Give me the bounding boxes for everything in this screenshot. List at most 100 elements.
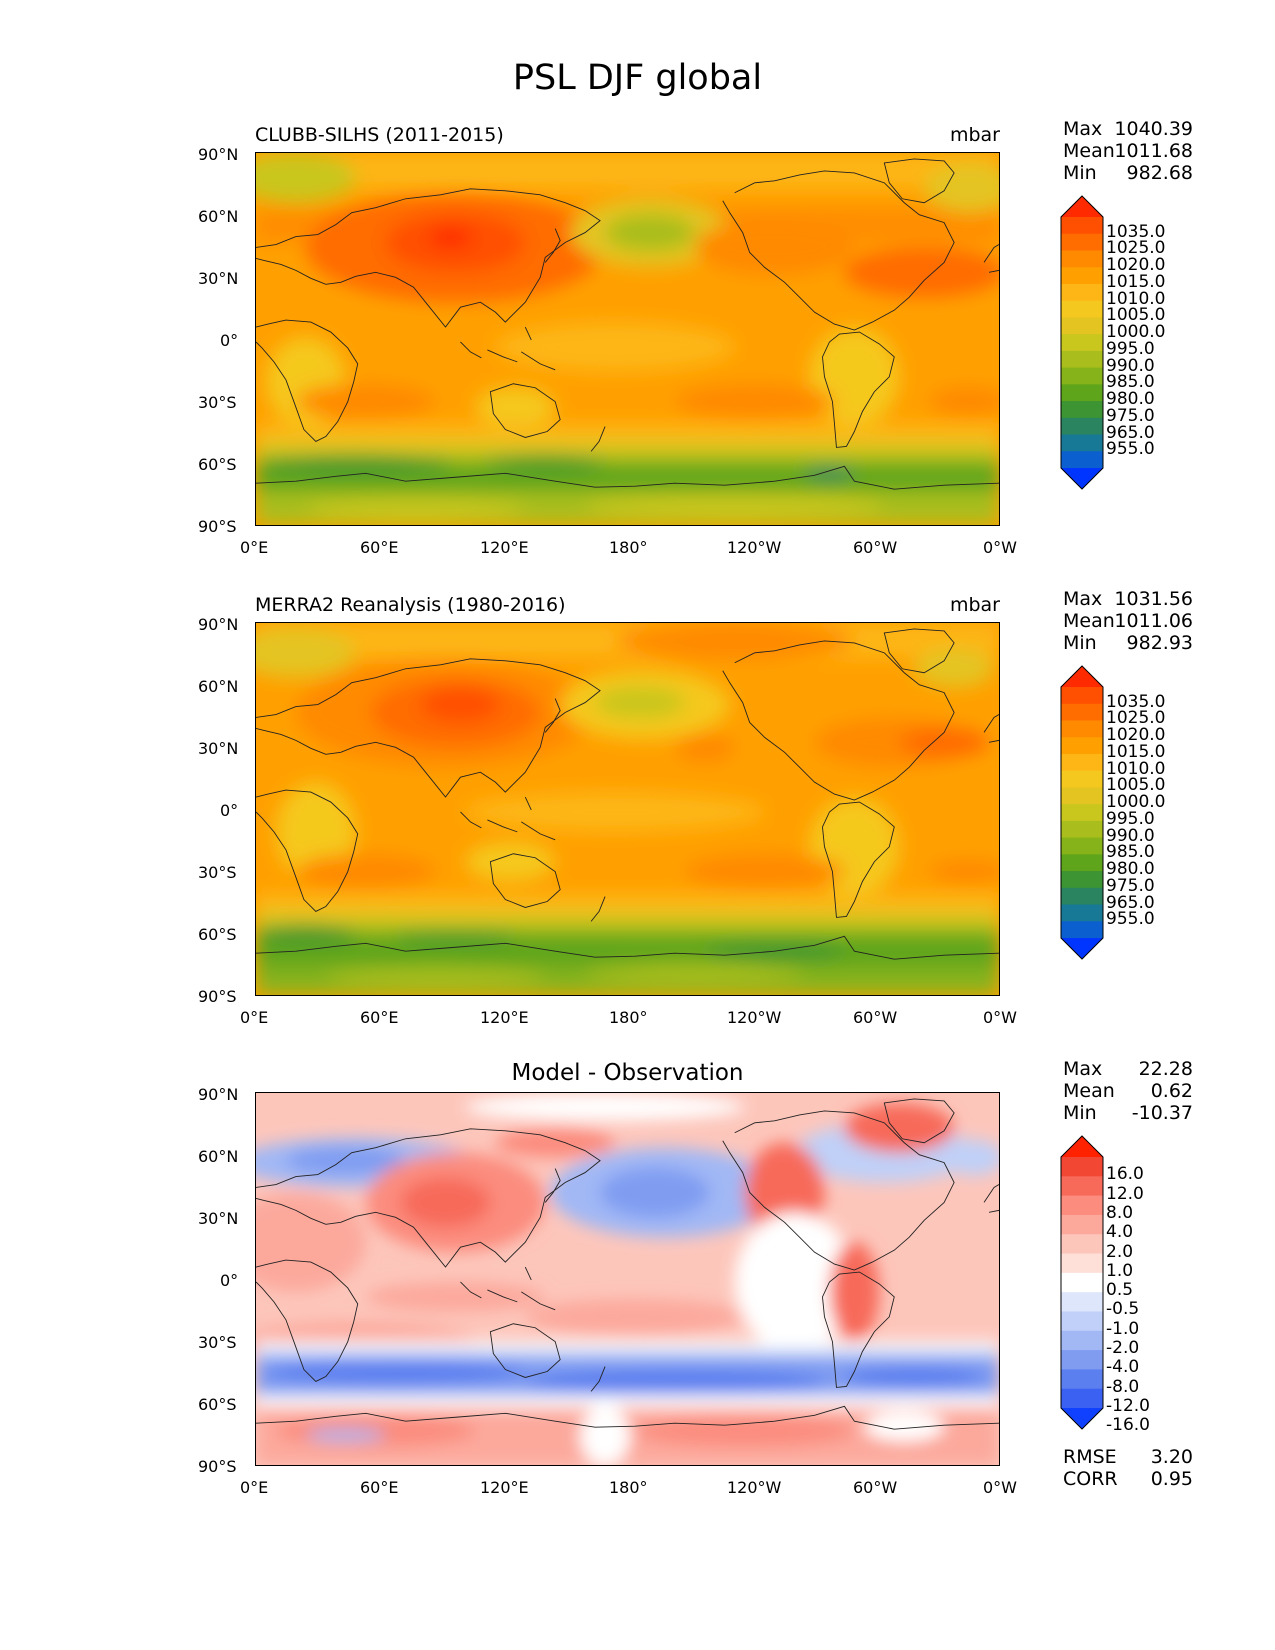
panel-1-units: mbar bbox=[949, 124, 1000, 146]
stat-label: Max bbox=[1063, 118, 1103, 140]
stat-value: 22.28 bbox=[1138, 1058, 1193, 1080]
colorbar-tick-label: -1.0 bbox=[1106, 1318, 1140, 1339]
colorbar-extend-max bbox=[1061, 196, 1103, 217]
lon-tick: 60°W bbox=[853, 1008, 898, 1027]
colorbar-tick-label: 955.0 bbox=[1106, 439, 1155, 460]
colorbar-tick-label: -2.0 bbox=[1106, 1338, 1140, 1359]
colorbar-segment bbox=[1061, 1157, 1103, 1177]
lon-tick: 0°W bbox=[983, 538, 1017, 557]
colorbar-tick-label: -0.5 bbox=[1106, 1299, 1140, 1320]
colorbar-tick-label: 4.0 bbox=[1106, 1222, 1134, 1243]
colorbar-segment bbox=[1061, 1350, 1103, 1370]
colorbar-segment bbox=[1061, 384, 1103, 402]
panel-2-map bbox=[255, 622, 1000, 996]
colorbar-tick-label: 1005.0 bbox=[1106, 305, 1166, 326]
stat-value: 982.93 bbox=[1126, 632, 1193, 654]
lat-tick: 90°S bbox=[198, 1457, 237, 1476]
lat-tick: 30°N bbox=[198, 269, 239, 288]
colorbar-segment bbox=[1061, 217, 1103, 235]
colorbar-segment bbox=[1061, 1292, 1103, 1312]
colorbar-tick-label: 980.0 bbox=[1106, 859, 1155, 880]
lat-tick: 90°N bbox=[198, 1085, 239, 1104]
lat-tick: 0° bbox=[220, 331, 239, 350]
colorbar-segment bbox=[1061, 887, 1103, 906]
stat-label: Min bbox=[1063, 162, 1097, 184]
colorbar-tick-label: 995.0 bbox=[1106, 808, 1155, 829]
colorbar-segment bbox=[1061, 417, 1103, 436]
colorbar-segment bbox=[1061, 687, 1103, 705]
colorbar-segment bbox=[1061, 854, 1103, 872]
colorbar-segment bbox=[1061, 1214, 1103, 1235]
colorbar-tick-label: 1035.0 bbox=[1106, 691, 1166, 712]
colorbar-segment bbox=[1061, 770, 1103, 788]
lon-tick: 60°E bbox=[360, 538, 399, 557]
lat-tick: 30°S bbox=[198, 1333, 237, 1352]
colorbar-tick-label: 1010.0 bbox=[1106, 758, 1166, 779]
colorbar-tick-label: 1015.0 bbox=[1106, 271, 1166, 292]
colorbar-segment bbox=[1061, 317, 1103, 335]
lon-tick: 120°E bbox=[480, 538, 529, 557]
colorbar-tick-label: 1.0 bbox=[1106, 1260, 1134, 1281]
panel-1-map bbox=[255, 152, 1000, 526]
lon-tick: 0°W bbox=[983, 1478, 1017, 1497]
stat-value: 982.68 bbox=[1126, 162, 1193, 184]
colorbar-extend-max bbox=[1061, 666, 1103, 687]
colorbar-segment bbox=[1061, 871, 1103, 889]
colorbar-segment bbox=[1061, 1388, 1103, 1409]
stat-value: 0.62 bbox=[1150, 1080, 1193, 1102]
colorbar-segment bbox=[1061, 720, 1103, 738]
stat-value: 1040.39 bbox=[1114, 118, 1193, 140]
panel-2-colorbar: 1035.0 1025.0 1020.0 1015.0 1010.0 1005.0 1000… bbox=[1060, 665, 1180, 960]
stat-label: Max bbox=[1063, 588, 1103, 610]
panel-3-skill-stats: RMSE 3.20 CORR 0.95 bbox=[1063, 1446, 1193, 1490]
colorbar-tick-label: 1025.0 bbox=[1106, 708, 1166, 729]
colorbar-outline bbox=[1060, 195, 1104, 490]
colorbar-segment bbox=[1061, 1272, 1103, 1293]
colorbar-segment bbox=[1061, 1369, 1103, 1390]
colorbar-segment bbox=[1061, 434, 1103, 452]
colorbar-segment bbox=[1061, 737, 1103, 755]
lon-tick: 120°E bbox=[480, 1478, 529, 1497]
lat-tick: 90°S bbox=[198, 517, 237, 536]
colorbar-tick-label: 1035.0 bbox=[1106, 221, 1166, 242]
colorbar-tick-label: 975.0 bbox=[1106, 875, 1155, 896]
lon-tick: 0°E bbox=[240, 538, 269, 557]
colorbar-tick-label: -4.0 bbox=[1106, 1357, 1140, 1378]
colorbar-svg bbox=[1060, 665, 1104, 960]
colorbar-tick-label: 985.0 bbox=[1106, 372, 1155, 393]
stat-label: Min bbox=[1063, 632, 1097, 654]
lon-tick: 60°E bbox=[360, 1478, 399, 1497]
colorbar-segment bbox=[1061, 703, 1103, 721]
colorbar-segment bbox=[1061, 1234, 1103, 1255]
colorbar-outline bbox=[1060, 1135, 1104, 1430]
colorbar-segment bbox=[1061, 451, 1103, 469]
colorbar-tick-label: -8.0 bbox=[1106, 1376, 1140, 1397]
colorbar-svg bbox=[1060, 1135, 1104, 1430]
lat-tick: 60°N bbox=[198, 677, 239, 696]
figure-title: PSL DJF global bbox=[512, 58, 763, 98]
panel-1-field-contours bbox=[256, 153, 999, 525]
colorbar-tick-label: 1000.0 bbox=[1106, 792, 1166, 813]
colorbar-segment bbox=[1061, 837, 1103, 855]
panel-1-title: CLUBB-SILHS (2011-2015) bbox=[255, 124, 504, 146]
panel-3-stats: Max 22.28 Mean 0.62 Min -10.37 bbox=[1063, 1058, 1193, 1124]
colorbar-tick-label: 965.0 bbox=[1106, 892, 1155, 913]
lon-tick: 180° bbox=[609, 1478, 648, 1497]
stat-value: 1031.56 bbox=[1114, 588, 1193, 610]
panel-2-units: mbar bbox=[949, 594, 1000, 616]
stat-label: Min bbox=[1063, 1102, 1097, 1124]
lat-tick: 0° bbox=[220, 801, 239, 820]
colorbar-tick-label: 975.0 bbox=[1106, 405, 1155, 426]
panel-3-difference-contours bbox=[256, 1093, 999, 1465]
lon-tick: 0°E bbox=[240, 1478, 269, 1497]
lon-tick: 60°E bbox=[360, 1008, 399, 1027]
lon-tick: 120°W bbox=[727, 1008, 782, 1027]
lon-tick: 120°W bbox=[727, 1478, 782, 1497]
colorbar-tick-label: 12.0 bbox=[1106, 1183, 1144, 1204]
stat-value: -10.37 bbox=[1131, 1102, 1193, 1124]
colorbar-segment bbox=[1061, 401, 1103, 419]
colorbar-segment bbox=[1061, 804, 1103, 822]
colorbar-tick-label: -16.0 bbox=[1106, 1415, 1150, 1436]
colorbar-tick-label: 1000.0 bbox=[1106, 322, 1166, 343]
colorbar-segment bbox=[1061, 350, 1103, 369]
